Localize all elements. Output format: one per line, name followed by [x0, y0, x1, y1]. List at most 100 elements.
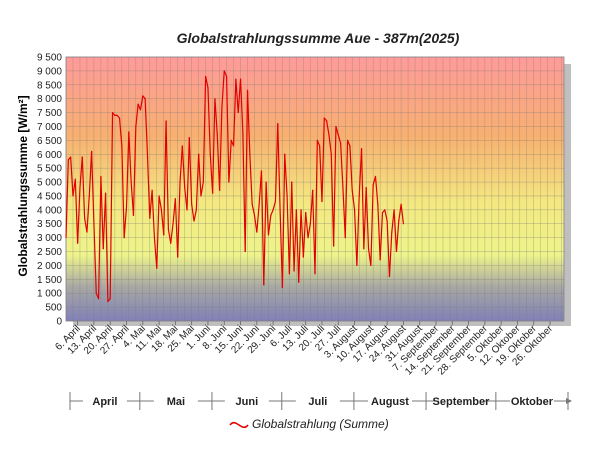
month-bar-arrow-icon [566, 398, 572, 404]
series-segment [193, 209, 197, 222]
y-tick-label: 0 [56, 317, 62, 328]
series-segment [74, 178, 79, 244]
series-segment [107, 298, 111, 303]
series-segment [326, 120, 330, 136]
series-segment [118, 117, 123, 147]
series-segment [177, 181, 181, 258]
y-tick-label: 5 500 [37, 164, 62, 175]
series-segment [277, 123, 281, 211]
series-segment [279, 209, 284, 289]
series-segment [353, 209, 358, 267]
series-segment [307, 223, 311, 239]
series-segment [284, 153, 288, 197]
series-segment [200, 181, 204, 197]
series-segment [174, 198, 179, 258]
series-segment [337, 134, 342, 144]
plot-background [65, 56, 565, 322]
series-segment [267, 214, 272, 236]
series-segment [88, 150, 93, 197]
series-segment [179, 145, 183, 183]
series-segment [158, 195, 163, 211]
series-segment [167, 228, 172, 244]
series-segment [237, 78, 242, 114]
series-segment [188, 136, 193, 205]
series-segment [319, 145, 323, 203]
y-tick-label: 8 500 [37, 80, 62, 91]
series-segment [339, 142, 344, 189]
series-segment [121, 145, 125, 239]
series-segment [356, 195, 360, 267]
series-segment [274, 123, 279, 203]
series-segment [70, 156, 74, 197]
series-segment [388, 231, 393, 278]
series-segment [249, 153, 253, 205]
month-label-bg [295, 393, 340, 408]
y-tick-label: 2 000 [37, 261, 62, 272]
series-segment [270, 209, 274, 216]
series-segment [328, 134, 332, 155]
series-segment [123, 206, 128, 239]
series-segment [97, 175, 102, 300]
month-label: Oktober [511, 396, 554, 408]
series-segment [212, 98, 216, 194]
series-segment [228, 139, 232, 183]
month-label-bg [438, 393, 483, 408]
series-segment [214, 98, 218, 136]
series-segment [286, 195, 291, 275]
series-segment [223, 70, 228, 78]
series-segment [186, 136, 190, 211]
series-segment [181, 145, 186, 189]
series-segment [135, 103, 139, 128]
y-axis-ticks: 0 500 1 000 1 500 2 000 2 500 3 000 3 500 4 000 4… [37, 53, 62, 328]
y-tick-label: 2 500 [37, 247, 62, 258]
series-segment [374, 175, 379, 205]
series-segment [149, 189, 153, 219]
series-segment [232, 78, 237, 147]
series-segment [288, 181, 293, 275]
series-segment [321, 117, 325, 203]
series-segment [323, 117, 328, 122]
series-segment [198, 153, 202, 197]
month-label: April [92, 396, 117, 408]
y-tick-label: 3 500 [37, 219, 62, 230]
series-segment [260, 170, 265, 286]
legend-swatch [229, 421, 249, 429]
month-label-bg [509, 393, 554, 408]
series-segment [281, 153, 286, 289]
series-segment [377, 203, 381, 261]
series-segment [293, 209, 297, 272]
series-segment [370, 184, 374, 267]
series-segment [363, 187, 367, 250]
series-segment [393, 209, 398, 253]
y-tick-label: 500 [45, 303, 62, 314]
series-segment [365, 187, 370, 250]
series-segment [128, 131, 132, 183]
month-label: Juni [236, 396, 259, 408]
series-segment [191, 203, 195, 222]
series-segment [400, 203, 405, 225]
series-lines [65, 70, 405, 303]
y-tick-label: 1 500 [37, 275, 62, 286]
series-segment [316, 139, 321, 147]
series-segment [90, 150, 95, 225]
series-segment [116, 114, 121, 119]
series-segment [384, 209, 388, 222]
month-label-bg [153, 393, 198, 408]
series-segment [246, 89, 251, 155]
series-segment [156, 195, 160, 269]
month-label-bg [82, 393, 127, 408]
series-segment [65, 159, 69, 239]
series-segment [195, 153, 200, 211]
series-segment [300, 209, 304, 258]
series-segment [132, 125, 137, 216]
series-segment [104, 192, 109, 303]
series-segment [291, 181, 295, 272]
series-segment [346, 139, 351, 147]
series-segment [93, 223, 97, 294]
y-tick-label: 4 000 [37, 205, 62, 216]
y-tick-label: 7 000 [37, 122, 62, 133]
series-segment [125, 131, 130, 208]
series-segment [170, 223, 174, 244]
series-segment [225, 75, 230, 183]
